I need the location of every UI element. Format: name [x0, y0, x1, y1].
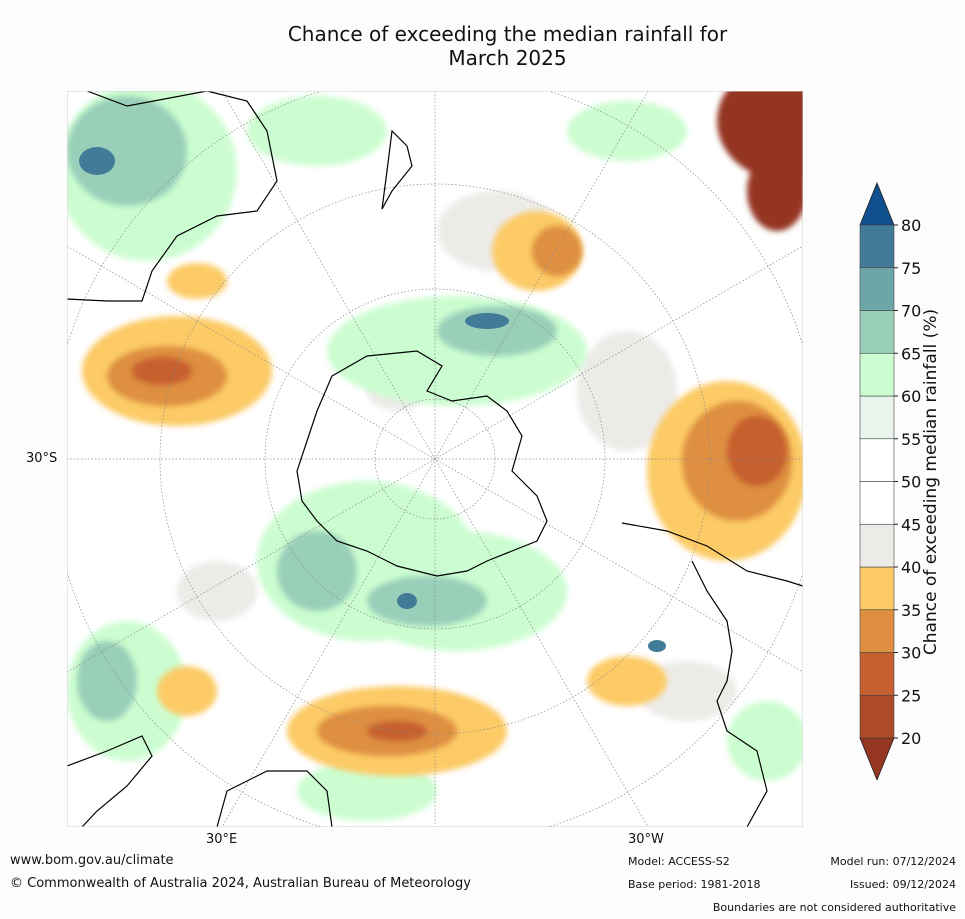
australia-outline: [67, 735, 333, 827]
colorbar-segment: [859, 523, 895, 568]
footer-issued: Issued: 09/12/2024: [849, 878, 956, 891]
wet-regions-strong: [79, 147, 666, 652]
rainfall-probability-map: [67, 91, 803, 827]
colorbar-tick-label: 60: [901, 387, 921, 406]
colorbar-segment: [859, 609, 895, 653]
footer-model: Model: ACCESS-S2: [628, 855, 730, 868]
antarctica-outline: [296, 350, 548, 577]
wet-regions-mid: [67, 96, 557, 721]
colorbar-tick-label: 50: [901, 473, 921, 492]
colorbar-segment: [859, 267, 895, 311]
new-zealand-outline: [381, 129, 413, 210]
colorbar-tick-label: 75: [901, 259, 921, 278]
africa-outline: [67, 91, 278, 302]
colorbar-tick-label: 35: [901, 601, 921, 620]
longitude-label-30e: 30°E: [206, 832, 238, 847]
longitude-label-30w: 30°W: [628, 832, 664, 847]
colorbar-tick-label: 40: [901, 558, 921, 577]
colorbar-title: Chance of exceeding median rainfall (%): [921, 308, 941, 656]
colorbar-segment: [859, 566, 895, 611]
colorbar-tick-label: 25: [901, 686, 921, 705]
south-america-outline: [621, 522, 803, 827]
colorbar-tick-label: 55: [901, 430, 921, 449]
colorbar-segment: [859, 352, 895, 397]
colorbar-segment: [859, 310, 895, 354]
footer-copyright: © Commonwealth of Australia 2024, Austra…: [10, 876, 471, 891]
colorbar-segment: [859, 395, 895, 440]
footer-disclaimer: Boundaries are not considered authoritat…: [712, 901, 956, 914]
colorbar-segment: [859, 224, 895, 269]
footer-url[interactable]: www.bom.gov.au/climate: [10, 853, 174, 868]
latitude-label-30s: 30°S: [26, 451, 58, 466]
dry-region-northeast: [717, 91, 803, 231]
title-line-1: Chance of exceeding the median rainfall …: [287, 22, 728, 46]
colorbar-segment: [859, 694, 895, 739]
colorbar-tick-label: 45: [901, 515, 921, 534]
dry-regions-strong: [132, 357, 787, 741]
colorbar: 20 25 30 35 40 45 50 55 60 65 70 75 80: [859, 181, 921, 780]
colorbar-tick-label: 80: [901, 216, 921, 235]
colorbar-tick-label: 20: [901, 729, 921, 748]
graticule: [67, 91, 803, 827]
title-line-2: March 2025: [448, 46, 567, 70]
footer-base-period: Base period: 1981-2018: [628, 878, 761, 891]
colorbar-segment: [859, 652, 895, 696]
colorbar-extend-low: [859, 737, 895, 780]
colorbar-segment: [859, 481, 895, 525]
colorbar-tick-label: 30: [901, 644, 921, 663]
colorbar-segment: [859, 438, 895, 482]
footer-model-run: Model run: 07/12/2024: [830, 855, 956, 868]
chart-title: Chance of exceeding the median rainfall …: [140, 22, 875, 70]
colorbar-extend-high: [859, 181, 895, 226]
colorbar-tick-label: 65: [901, 344, 921, 363]
colorbar-tick-label: 70: [901, 302, 921, 321]
